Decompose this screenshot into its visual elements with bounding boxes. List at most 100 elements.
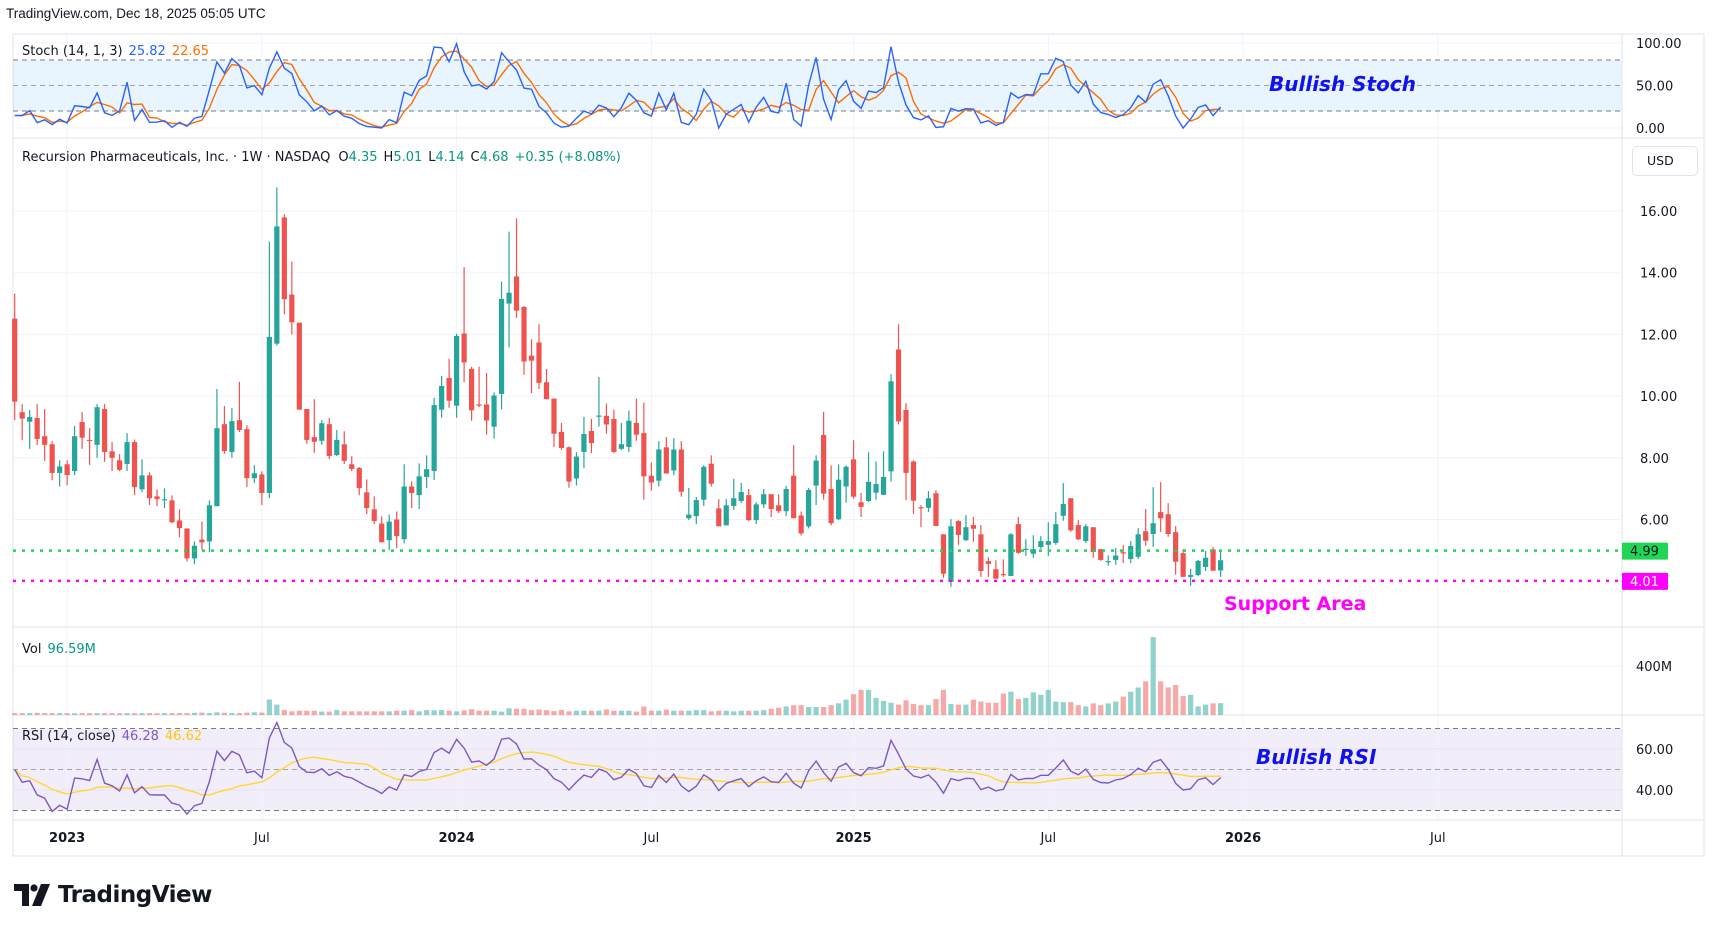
candle-body <box>1015 524 1021 553</box>
volume-bar <box>101 713 108 715</box>
volume-bar <box>1165 687 1171 715</box>
candle <box>551 398 557 448</box>
candle-body <box>349 464 355 469</box>
volume-bar <box>1120 696 1126 715</box>
candle <box>761 488 767 509</box>
rsi-legend[interactable]: RSI (14, close) 46.28 46.62 <box>22 729 208 744</box>
volume-bar <box>671 710 677 715</box>
volume-legend[interactable]: Vol 96.59M <box>22 642 102 657</box>
candle <box>1053 512 1059 545</box>
main-legend[interactable]: Recursion Pharmaceuticals, Inc. · 1W · N… <box>22 150 627 165</box>
candle-body <box>513 276 520 311</box>
candle <box>581 416 587 469</box>
candle-body <box>341 444 347 461</box>
volume-bar <box>1105 703 1111 715</box>
tradingview-logo[interactable]: TradingView <box>14 882 212 908</box>
candle-body <box>34 418 40 439</box>
candle-body <box>603 415 610 425</box>
candle-body <box>334 439 340 456</box>
candle-body <box>416 476 422 496</box>
candle <box>821 411 827 500</box>
stoch-k-line <box>14 41 1222 130</box>
candle-body <box>1008 534 1014 576</box>
volume-bar <box>566 711 572 715</box>
candle <box>498 281 505 410</box>
candle <box>154 489 160 507</box>
candle-body <box>828 488 834 524</box>
candle <box>124 433 130 472</box>
candle <box>701 465 707 506</box>
candle-body <box>558 431 565 448</box>
time-axis-label: 2025 <box>835 831 871 846</box>
candle-body <box>446 377 452 401</box>
candle-body <box>1023 548 1029 551</box>
volume-bar <box>19 713 25 715</box>
candle <box>356 467 362 496</box>
candle-body <box>109 451 115 458</box>
time-axis-label: Jul <box>643 831 660 846</box>
candle-body <box>116 460 123 470</box>
candle <box>64 460 70 486</box>
stoch-legend[interactable]: Stoch (14, 1, 3) 25.82 22.65 <box>22 44 215 59</box>
volume-bar <box>521 708 527 715</box>
candle <box>648 462 654 491</box>
volume-bar <box>416 711 422 715</box>
candle <box>1210 546 1216 571</box>
candle <box>49 441 55 481</box>
stoch-axis-label: 50.00 <box>1636 80 1673 95</box>
candle-body <box>154 496 160 500</box>
volume-bar <box>528 710 535 715</box>
change-value: +0.35 (+8.08%) <box>514 150 621 165</box>
candle-body <box>326 424 332 456</box>
volume-bar <box>581 710 587 715</box>
volume-bar <box>304 710 310 715</box>
candle <box>618 422 624 451</box>
volume-bar <box>978 701 984 715</box>
volume-bar <box>1098 705 1104 715</box>
candle <box>828 465 834 526</box>
candle-body <box>461 333 467 363</box>
volume-bar <box>813 707 819 715</box>
candle-body <box>424 469 430 477</box>
candle-body <box>1098 549 1104 560</box>
volume-bar <box>806 707 812 715</box>
volume-bar <box>446 710 452 715</box>
candle <box>723 499 729 526</box>
volume-bar <box>259 712 265 715</box>
rsi-axis-label: 40.00 <box>1636 784 1673 799</box>
volume-bar <box>611 710 617 715</box>
volume-bar <box>828 705 834 715</box>
candle <box>1143 509 1149 546</box>
stoch-d-value: 22.65 <box>171 44 210 59</box>
candle-body <box>723 505 729 526</box>
volume-bar <box>266 699 272 715</box>
candle <box>663 437 669 474</box>
annotation-support-area: Support Area <box>1224 593 1367 615</box>
candle-body <box>281 217 287 300</box>
volume-bar <box>356 711 362 715</box>
candle-body <box>1053 524 1059 543</box>
volume-bar <box>424 710 430 715</box>
volume-bar <box>334 710 340 715</box>
candle <box>191 541 198 565</box>
candle-body <box>821 434 827 494</box>
volume-bar <box>1128 691 1134 715</box>
candle <box>184 528 190 562</box>
candle-body <box>521 306 527 362</box>
candle <box>948 519 954 587</box>
volume-bar <box>573 710 580 715</box>
candle <box>888 374 894 482</box>
volume-bar <box>289 711 295 715</box>
candle <box>491 392 497 439</box>
currency-button[interactable]: USD <box>1632 146 1698 176</box>
volume-axis-label: 400M <box>1636 660 1672 675</box>
volume-bar <box>1023 697 1029 715</box>
candle-body <box>566 447 572 482</box>
volume-bar <box>925 705 932 715</box>
volume-bar <box>1135 687 1141 715</box>
candle-body <box>364 492 370 509</box>
candle <box>776 494 782 514</box>
rsi-legend-name: RSI (14, close) <box>22 729 116 744</box>
rsi-axis-label: 60.00 <box>1636 743 1673 758</box>
